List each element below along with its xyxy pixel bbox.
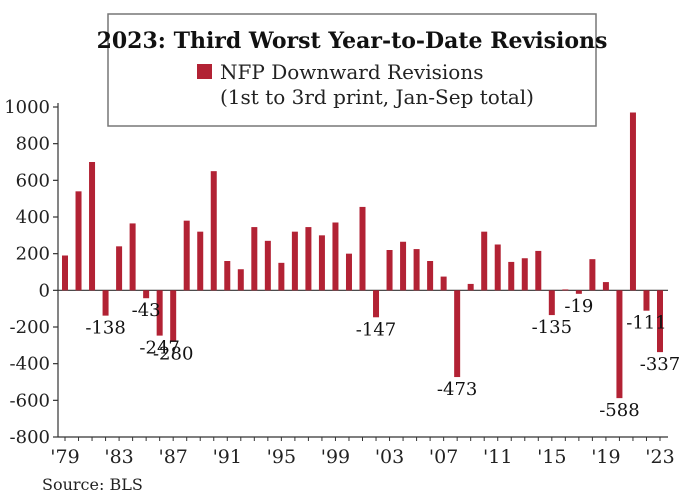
bar-1988 <box>183 220 190 291</box>
bar-1991 <box>224 261 231 291</box>
bar-2023 <box>657 290 663 353</box>
y-tick-label: 1000 <box>4 97 50 118</box>
bar-2016 <box>562 289 569 291</box>
x-tick-label: '23 <box>645 446 674 468</box>
bar-2005 <box>413 249 420 291</box>
bar-2017 <box>575 290 582 294</box>
chart-title: 2023: Third Worst Year-to-Date Revisions <box>97 28 608 54</box>
legend-swatch <box>197 64 212 79</box>
bar-1979 <box>62 255 68 291</box>
bar-1997 <box>305 227 312 291</box>
y-tick-label: -600 <box>10 390 50 411</box>
y-tick-label: -200 <box>10 317 50 338</box>
y-tick-label: -800 <box>10 427 50 448</box>
bar-1999 <box>332 222 339 291</box>
data-label-2015: -135 <box>532 317 572 338</box>
bar-1998 <box>318 235 325 291</box>
y-tick-label: 0 <box>39 280 50 301</box>
bar-2008 <box>454 290 461 378</box>
bar-1990 <box>210 171 217 291</box>
bar-2007 <box>440 276 447 291</box>
bar-2014 <box>535 250 542 291</box>
y-tick-label: 800 <box>16 134 50 155</box>
x-tick-label: '15 <box>537 446 566 468</box>
bar-1980 <box>75 191 82 291</box>
bar-2012 <box>508 261 515 291</box>
bar-1986 <box>156 290 163 336</box>
y-tick-label: 400 <box>16 207 50 228</box>
bar-2006 <box>427 261 434 291</box>
x-tick-label: '91 <box>213 446 242 468</box>
data-label-2023: -337 <box>640 354 680 375</box>
x-tick-label: '99 <box>321 446 350 468</box>
x-tick-label: '79 <box>50 446 79 468</box>
bar-1996 <box>291 231 298 291</box>
bar-1993 <box>251 227 258 291</box>
bar-2000 <box>345 253 352 291</box>
x-tick-label: '03 <box>375 446 404 468</box>
bar-2018 <box>589 259 596 291</box>
bar-1995 <box>278 262 285 291</box>
source-note: Source: BLS <box>42 475 143 494</box>
x-tick-label: '95 <box>267 446 296 468</box>
y-tick-label: -400 <box>10 354 50 375</box>
bar-2009 <box>467 283 474 291</box>
bar-2003 <box>386 250 393 291</box>
x-tick-label: '87 <box>158 446 187 468</box>
data-label-2020: -588 <box>599 400 639 421</box>
data-label-2022: -111 <box>626 313 666 334</box>
bar-2004 <box>400 241 407 291</box>
bar-1984 <box>129 223 136 291</box>
data-label-2008: -473 <box>437 379 477 400</box>
bar-1981 <box>89 162 96 291</box>
x-tick-label: '07 <box>429 446 458 468</box>
bar-1987 <box>170 290 177 342</box>
bar-2020 <box>616 290 623 399</box>
bar-2022 <box>643 290 650 311</box>
y-tick-label: 600 <box>16 170 50 191</box>
legend-subtitle: (1st to 3rd print, Jan-Sep total) <box>220 85 534 109</box>
x-tick-label: '83 <box>104 446 133 468</box>
data-label-1987: -280 <box>153 344 193 365</box>
legend-box: 2023: Third Worst Year-to-Date Revisions… <box>97 13 608 127</box>
data-label-1986: -247 <box>139 338 179 359</box>
x-tick-label: '19 <box>591 446 620 468</box>
bar-2021 <box>629 112 636 291</box>
data-label-1985: -43 <box>132 300 161 321</box>
y-tick-label: 200 <box>16 244 50 265</box>
bar-2015 <box>548 290 555 316</box>
bar-2002 <box>373 290 380 318</box>
bar-1983 <box>116 246 123 291</box>
bar-2001 <box>359 206 366 291</box>
data-label-1982: -138 <box>85 318 125 339</box>
bar-1982 <box>102 290 109 316</box>
x-tick-label: '11 <box>483 446 512 468</box>
bar-1994 <box>264 240 271 291</box>
axis-layer: 1000 800 600 400 200 0 -200 -400 -600 -800'79 '83 '… <box>4 97 675 468</box>
bar-2011 <box>494 244 501 291</box>
bar-2013 <box>521 258 528 291</box>
data-labels-layer: -138 -43 -247-280 -147 -473 -135-19 -588 -111 -3… <box>85 296 680 421</box>
bar-1985 <box>143 290 150 299</box>
bar-1989 <box>197 231 204 291</box>
bars-layer <box>62 112 663 399</box>
data-label-2017: -19 <box>564 296 593 317</box>
data-label-2002: -147 <box>356 319 396 340</box>
bar-2010 <box>481 231 488 291</box>
legend-label: NFP Downward Revisions <box>220 60 483 84</box>
bar-1992 <box>237 269 244 291</box>
bar-2019 <box>602 282 609 291</box>
